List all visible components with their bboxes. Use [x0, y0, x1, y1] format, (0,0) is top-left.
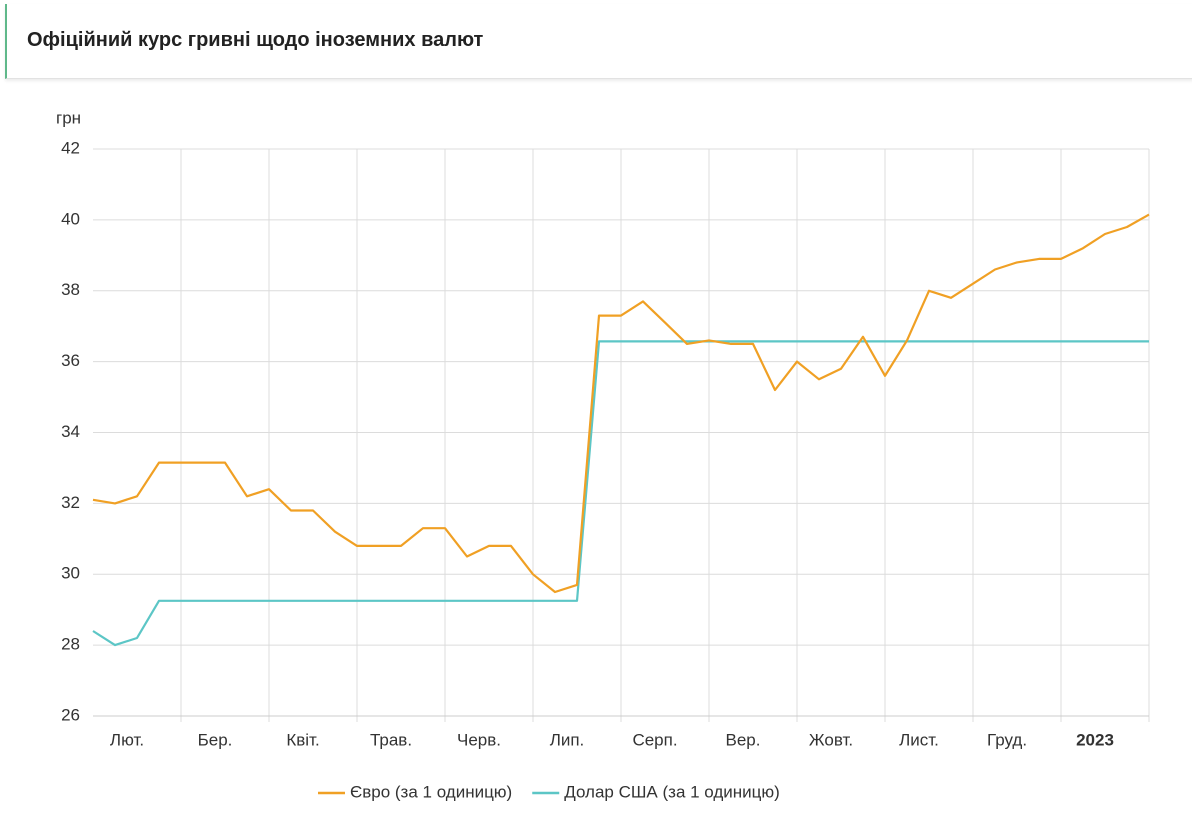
y-tick-label: 40	[61, 209, 80, 228]
card-title: Офіційний курс гривні щодо іноземних вал…	[27, 29, 484, 51]
x-tick-label: Трав.	[370, 730, 412, 749]
x-tick-label: 2023	[1076, 730, 1114, 749]
y-tick-label: 28	[61, 635, 80, 654]
y-axis-label: грн	[56, 108, 81, 127]
y-tick-label: 36	[61, 351, 80, 370]
legend-label: Євро (за 1 одиницю)	[350, 782, 512, 801]
series-line	[92, 213, 1150, 594]
x-tick-label: Жовт.	[809, 730, 853, 749]
y-tick-label: 30	[61, 564, 80, 583]
x-tick-label: Лист.	[899, 730, 939, 749]
y-tick-label: 34	[61, 422, 80, 441]
x-tick-label: Квіт.	[286, 730, 319, 749]
y-tick-label: 32	[61, 493, 80, 512]
y-tick-label: 26	[61, 705, 80, 724]
x-tick-label: Лют.	[110, 730, 144, 749]
card-header: Офіційний курс гривні щодо іноземних вал…	[5, 4, 1192, 79]
x-tick-label: Бер.	[198, 730, 233, 749]
y-tick-label: 42	[61, 138, 80, 157]
x-tick-label: Груд.	[987, 730, 1027, 749]
x-tick-label: Вер.	[726, 730, 761, 749]
y-tick-label: 38	[61, 280, 80, 299]
x-tick-label: Серп.	[632, 730, 677, 749]
x-tick-label: Черв.	[457, 730, 501, 749]
series-line	[92, 340, 1149, 647]
legend-label: Долар США (за 1 одиницю)	[564, 782, 780, 801]
x-tick-label: Лип.	[550, 730, 585, 749]
